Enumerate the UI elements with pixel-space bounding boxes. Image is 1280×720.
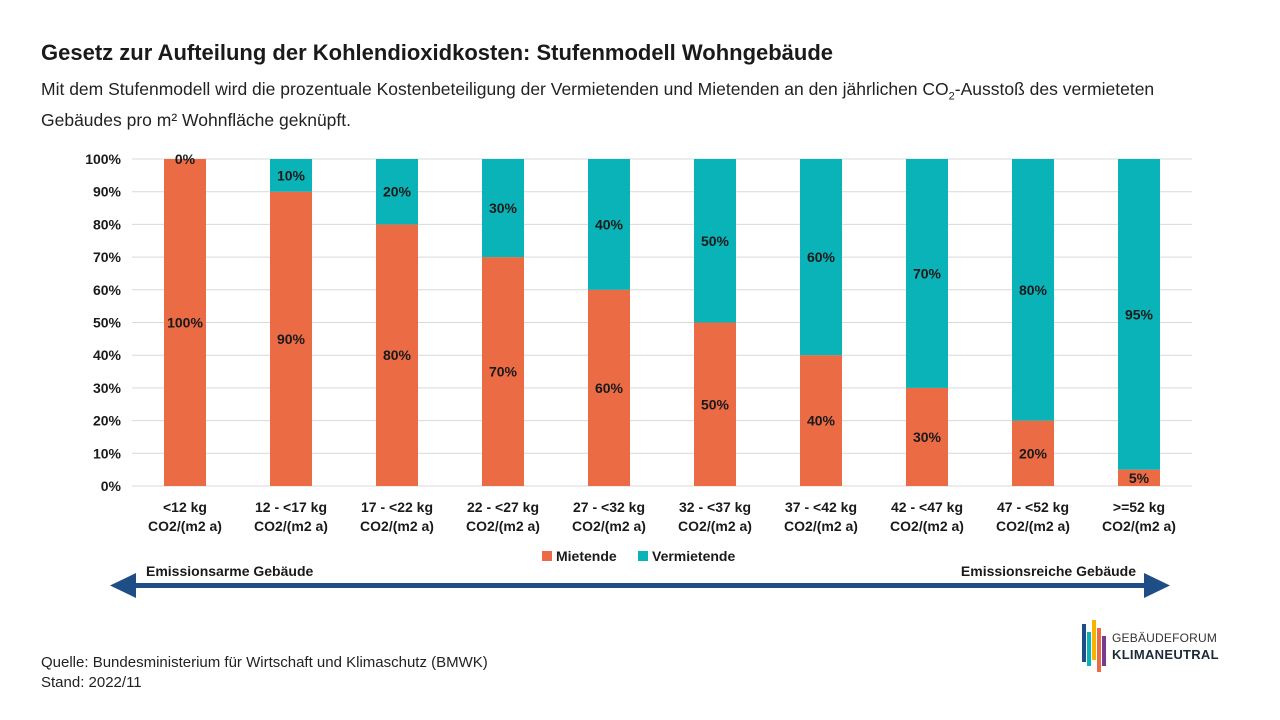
bars bbox=[164, 159, 1160, 486]
y-tick-label: 90% bbox=[93, 184, 122, 200]
y-axis-labels: 0% 10% 20% 30% 40% 50% 60% 70% 80% 90% 100% bbox=[85, 151, 121, 494]
legend-label: Vermietende bbox=[652, 548, 735, 564]
x-category-label: 12 - <17 kg bbox=[255, 499, 327, 515]
bar-vermietende bbox=[1012, 159, 1054, 421]
data-label-mietende: 5% bbox=[1129, 470, 1150, 486]
bar-mietende bbox=[376, 224, 418, 486]
x-category-label: CO2/(m2 a) bbox=[572, 518, 646, 534]
x-category-label: 22 - <27 kg bbox=[467, 499, 539, 515]
data-label-vermietende: 80% bbox=[1019, 282, 1048, 298]
bar-vermietende bbox=[482, 159, 524, 258]
bar-mietende bbox=[694, 322, 736, 486]
arrow-shaft bbox=[130, 583, 1150, 588]
bar-vermietende bbox=[800, 159, 842, 356]
subtitle-text-post: -Ausstoß des vermieteten Gebäudes pro m²… bbox=[41, 79, 1155, 130]
bar-vermietende bbox=[270, 159, 312, 192]
y-tick-label: 10% bbox=[93, 445, 122, 461]
bar-value-labels: 100% 0% 90% 10% 80% 20% 70% 30% 60% 40% 50% 50% 40% 6… bbox=[167, 151, 1153, 486]
y-tick-label: 40% bbox=[93, 347, 122, 363]
data-label-mietende: 70% bbox=[489, 364, 518, 380]
x-category-label: CO2/(m2 a) bbox=[254, 518, 328, 534]
y-tick-label: 50% bbox=[93, 315, 122, 331]
x-axis-labels: <12 kg CO2/(m2 a) 12 - <17 kg CO2/(m2 a) 17 … bbox=[148, 499, 1176, 534]
x-category-label: 47 - <52 kg bbox=[997, 499, 1069, 515]
gebaeudeforum-bars-logo-icon bbox=[1082, 620, 1106, 672]
data-label-vermietende: 50% bbox=[701, 233, 730, 249]
data-label-mietende: 60% bbox=[595, 380, 624, 396]
bar-mietende bbox=[482, 257, 524, 486]
legend-swatch bbox=[542, 551, 552, 561]
data-label-mietende: 90% bbox=[277, 331, 306, 347]
data-label-vermietende: 30% bbox=[489, 200, 518, 216]
chart-title: Gesetz zur Aufteilung der Kohlendioxidko… bbox=[41, 40, 834, 65]
bar-mietende bbox=[164, 159, 206, 486]
data-label-vermietende: 40% bbox=[595, 216, 624, 232]
bar-mietende bbox=[270, 191, 312, 486]
gebaeudeforum-logo: GEBÄUDEFORUM KLIMANEUTRAL bbox=[1080, 618, 1240, 674]
data-label-mietende: 40% bbox=[807, 413, 836, 429]
chart-subtitle: Mit dem Stufenmodell wird die prozentual… bbox=[41, 78, 1221, 132]
bar-vermietende bbox=[1118, 159, 1160, 470]
x-category-label: 42 - <47 kg bbox=[891, 499, 963, 515]
logo-line2: KLIMANEUTRAL bbox=[1112, 647, 1219, 662]
logo-line1: GEBÄUDEFORUM bbox=[1112, 631, 1218, 645]
arrow-head-left bbox=[110, 573, 136, 598]
arrow-right-label: Emissionsreiche Gebäude bbox=[961, 563, 1136, 579]
bar-vermietende bbox=[694, 159, 736, 323]
date-text: Stand: 2022/11 bbox=[41, 674, 142, 691]
x-category-label: 32 - <37 kg bbox=[679, 499, 751, 515]
legend-label: Mietende bbox=[556, 548, 617, 564]
data-label-mietende: 50% bbox=[701, 396, 730, 412]
x-category-label: CO2/(m2 a) bbox=[996, 518, 1070, 534]
y-tick-label: 30% bbox=[93, 380, 122, 396]
bar-mietende bbox=[588, 289, 630, 486]
bar-mietende bbox=[1118, 469, 1160, 486]
x-category-label: CO2/(m2 a) bbox=[1102, 518, 1176, 534]
y-tick-label: 100% bbox=[85, 151, 121, 167]
data-label-vermietende: 70% bbox=[913, 265, 942, 281]
data-label-mietende: 20% bbox=[1019, 445, 1048, 461]
data-label-mietende: 80% bbox=[383, 347, 412, 363]
emission-arrow: Emissionsarme Gebäude Emissionsreiche Geb… bbox=[110, 563, 1170, 598]
data-label-mietende: 30% bbox=[913, 429, 942, 445]
bar-mietende bbox=[800, 355, 842, 486]
data-label-mietende: 100% bbox=[167, 315, 203, 331]
source-note: Quelle: Bundesministerium für Wirtschaft… bbox=[41, 653, 488, 693]
legend: Mietende Vermietende bbox=[542, 548, 735, 564]
y-tick-label: 0% bbox=[101, 478, 122, 494]
subtitle-text-pre: Mit dem Stufenmodell wird die prozentual… bbox=[41, 79, 949, 99]
x-category-label: CO2/(m2 a) bbox=[360, 518, 434, 534]
x-category-label: 17 - <22 kg bbox=[361, 499, 433, 515]
x-category-label: CO2/(m2 a) bbox=[148, 518, 222, 534]
x-category-label: <12 kg bbox=[163, 499, 207, 515]
x-category-label: 27 - <32 kg bbox=[573, 499, 645, 515]
arrow-left-label: Emissionsarme Gebäude bbox=[146, 563, 314, 579]
bar-vermietende bbox=[906, 159, 948, 388]
x-category-label: 37 - <42 kg bbox=[785, 499, 857, 515]
y-tick-label: 70% bbox=[93, 249, 122, 265]
x-category-label: CO2/(m2 a) bbox=[466, 518, 540, 534]
data-label-vermietende: 20% bbox=[383, 184, 412, 200]
data-label-vermietende: 10% bbox=[277, 167, 306, 183]
x-category-label: CO2/(m2 a) bbox=[678, 518, 752, 534]
y-tick-label: 80% bbox=[93, 216, 122, 232]
arrow-head-right bbox=[1144, 573, 1170, 598]
y-tick-label: 20% bbox=[93, 413, 122, 429]
x-category-label: >=52 kg bbox=[1113, 499, 1165, 515]
bar-vermietende bbox=[588, 159, 630, 290]
bar-mietende bbox=[906, 387, 948, 486]
data-label-vermietende: 0% bbox=[175, 151, 196, 167]
bar-vermietende bbox=[376, 159, 418, 225]
legend-swatch bbox=[638, 551, 648, 561]
x-category-label: CO2/(m2 a) bbox=[890, 518, 964, 534]
stacked-bar-chart: 0%10%20%30%40%50%60%70%80%90%100% 100%0%… bbox=[85, 151, 1192, 598]
data-label-vermietende: 60% bbox=[807, 249, 836, 265]
data-label-vermietende: 95% bbox=[1125, 306, 1154, 322]
bar-mietende bbox=[1012, 420, 1054, 486]
subtitle-subscript: 2 bbox=[948, 90, 955, 103]
y-tick-label: 60% bbox=[93, 282, 122, 298]
source-text: Quelle: Bundesministerium für Wirtschaft… bbox=[41, 654, 488, 671]
x-category-label: CO2/(m2 a) bbox=[784, 518, 858, 534]
